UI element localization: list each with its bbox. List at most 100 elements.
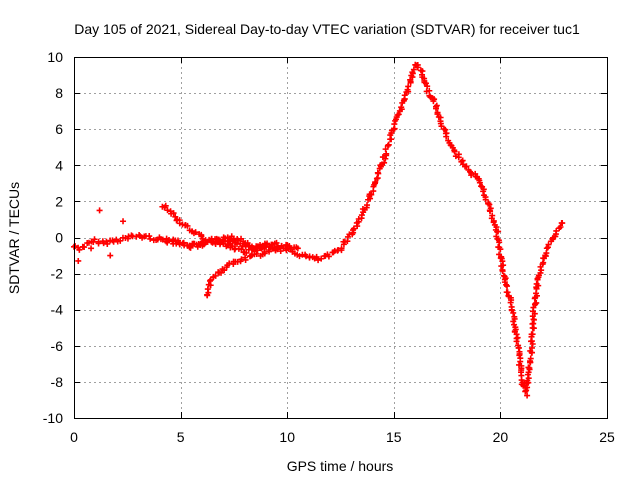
data-point (401, 92, 408, 99)
y-tick-label: 6 (55, 121, 63, 137)
data-point (355, 216, 362, 223)
data-point (434, 109, 441, 116)
x-tick-label: 20 (493, 429, 509, 445)
y-tick-label: -8 (51, 374, 64, 390)
y-tick-label: -10 (43, 410, 63, 426)
data-point (218, 238, 225, 245)
data-point (433, 105, 440, 112)
data-point (524, 392, 531, 399)
data-point (523, 387, 530, 394)
data-point (204, 286, 211, 293)
data-point (287, 245, 294, 252)
data-point (120, 218, 127, 225)
data-point (487, 208, 494, 215)
data-point (533, 299, 540, 306)
data-point (146, 233, 153, 240)
data-point (278, 243, 285, 250)
x-tick-label: 5 (177, 429, 185, 445)
data-point (504, 289, 511, 296)
data-point (527, 355, 534, 362)
data-point (170, 210, 177, 217)
data-point (497, 246, 504, 253)
data-point (251, 245, 258, 252)
data-point (388, 136, 395, 143)
data-point (443, 133, 450, 140)
data-point (294, 245, 301, 252)
data-point (212, 272, 219, 279)
data-point (395, 111, 402, 118)
data-point (88, 245, 95, 252)
data-point (452, 153, 459, 160)
y-tick-label: 2 (55, 193, 63, 209)
data-point (318, 255, 325, 262)
data-point (533, 280, 540, 287)
data-point (539, 261, 546, 268)
data-point (162, 202, 169, 209)
data-point (218, 269, 225, 276)
data-point (495, 228, 502, 235)
series-lower-branch (204, 241, 301, 299)
data-point (382, 146, 389, 153)
y-tick-label: 10 (47, 49, 63, 65)
data-point (159, 236, 166, 243)
data-point (372, 178, 379, 185)
data-point (424, 83, 431, 90)
data-point (81, 244, 88, 251)
data-point (221, 267, 228, 274)
x-tick-label: 25 (599, 429, 615, 445)
series-main-trace (70, 61, 566, 399)
data-point (264, 240, 271, 247)
data-point (190, 240, 197, 247)
data-point (522, 388, 529, 395)
data-point (513, 338, 520, 345)
data-point (466, 168, 473, 175)
data-point (215, 236, 222, 243)
data-point (350, 225, 357, 232)
data-point (128, 232, 135, 239)
data-point (91, 236, 98, 243)
data-point (455, 154, 462, 161)
data-point (338, 245, 345, 252)
data-point (208, 238, 215, 245)
data-point (227, 236, 234, 243)
y-tick-label: -2 (51, 266, 64, 282)
data-point (557, 223, 564, 230)
x-axis-label: GPS time / hours (287, 458, 394, 474)
data-point (266, 248, 273, 255)
data-point (147, 235, 154, 242)
data-point (543, 245, 550, 252)
data-point (374, 169, 381, 176)
data-point (482, 196, 489, 203)
y-tick-label: -4 (51, 302, 64, 318)
data-point (176, 241, 183, 248)
y-axis-label: SDTVAR / TECUs (6, 182, 22, 294)
data-point (368, 191, 375, 198)
data-point (508, 306, 515, 313)
data-point (405, 83, 412, 90)
data-point (504, 283, 511, 290)
data-point (414, 64, 421, 71)
y-tick-label: -6 (51, 338, 64, 354)
data-point (545, 241, 552, 248)
data-point (526, 365, 533, 372)
x-tick-label: 0 (70, 429, 78, 445)
data-point (253, 250, 260, 257)
data-point (107, 252, 114, 259)
data-point (192, 229, 199, 236)
data-point (184, 222, 191, 229)
data-point (468, 172, 475, 179)
data-point (476, 179, 483, 186)
data-point (242, 256, 249, 263)
data-point (313, 253, 320, 260)
data-point (494, 236, 501, 243)
data-point (410, 66, 417, 73)
data-point (273, 239, 280, 246)
data-point (272, 246, 279, 253)
series-isolated-points (75, 207, 127, 264)
x-tick-label: 10 (279, 429, 295, 445)
data-point (104, 240, 111, 247)
data-point (286, 242, 293, 249)
data-point (117, 237, 124, 244)
data-point (499, 268, 506, 275)
